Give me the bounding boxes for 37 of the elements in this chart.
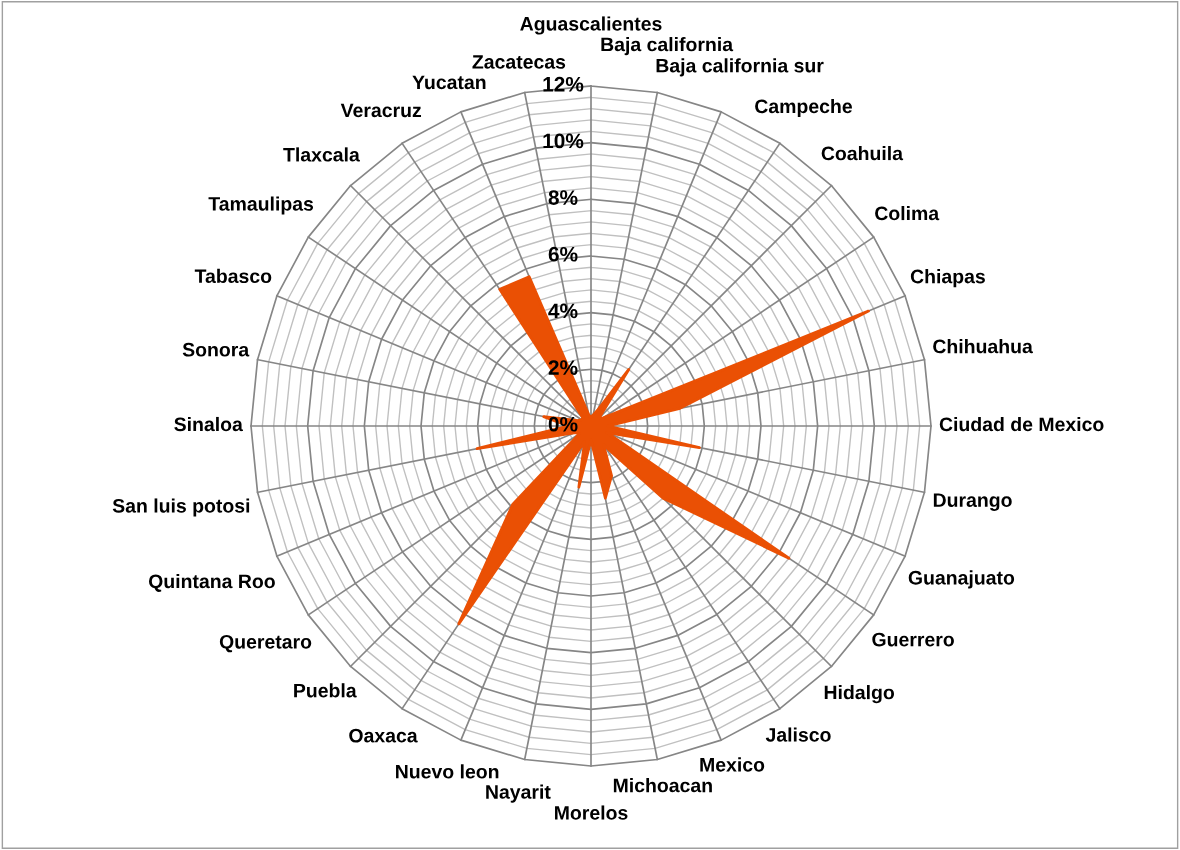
spoke-label: Coahuila	[821, 146, 904, 161]
spoke-label: Michoacan	[613, 778, 712, 793]
y-tick-label: 10%	[543, 133, 584, 149]
spoke-label: Chihuahua	[933, 339, 1033, 354]
y-tick-label: 12%	[543, 76, 584, 92]
spoke-label: Nayarit	[486, 784, 551, 803]
spoke-label: Tabasco	[194, 268, 272, 284]
spoke-label: Baja california	[601, 37, 734, 56]
spoke-label: Veracruz	[340, 103, 422, 118]
spoke-label: Campeche	[755, 98, 852, 118]
spoke-label: Puebla	[294, 683, 357, 698]
spoke-label: Zacatecas	[472, 55, 566, 69]
y-tick-label: 4%	[548, 303, 578, 319]
spoke-label: Oaxaca	[349, 728, 418, 743]
spoke-label: Nuevo leon	[396, 764, 499, 779]
spoke-label: Jalisco	[765, 727, 831, 742]
spoke-label: Yucatan	[412, 75, 486, 90]
spoke-label: Durango	[933, 493, 1012, 511]
spoke-label: Guerrero	[872, 632, 954, 647]
spoke-label: Queretaro	[219, 634, 312, 653]
spoke-label: Morelos	[555, 805, 628, 820]
spoke-label: Colima	[875, 205, 940, 221]
spoke-label: Mexico	[700, 757, 765, 772]
spoke-label: Chiapas	[910, 269, 985, 288]
spoke-label: Tlaxcala	[283, 147, 360, 162]
spoke-label: Sinaloa	[174, 416, 243, 432]
y-tick-label: 6%	[548, 246, 578, 262]
spoke-label: Tamaulipas	[208, 196, 314, 215]
y-tick-label: 8%	[548, 190, 578, 205]
spoke-label: Quintana Roo	[148, 573, 275, 592]
spoke-label: Guanajuato	[908, 570, 1015, 589]
spoke-label: Sonora	[182, 342, 250, 357]
spoke-label: Aguascalientes	[520, 16, 662, 35]
spoke-label: Baja california sur	[656, 58, 824, 77]
spoke-label: Hidalgo	[824, 685, 895, 704]
spoke-label: San luis potosi	[112, 498, 250, 517]
spoke-label: Ciudad de Mexico	[939, 416, 1104, 432]
